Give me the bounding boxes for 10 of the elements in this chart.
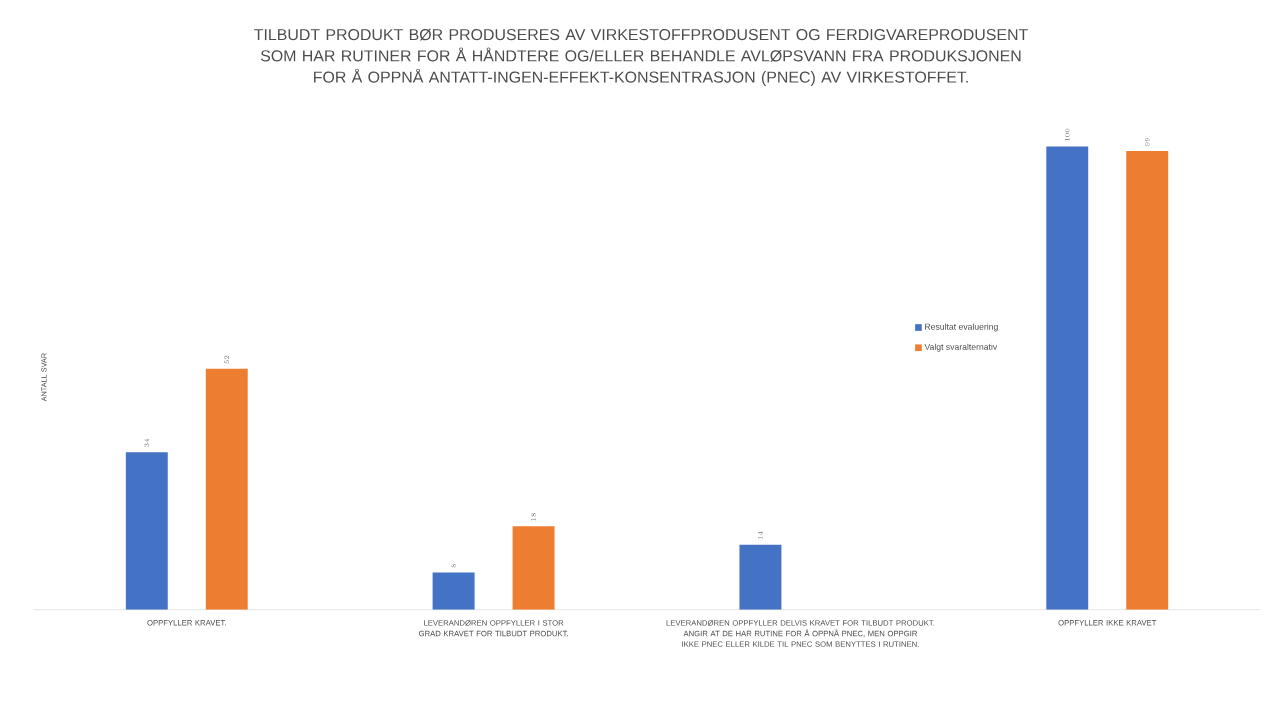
bar: [432, 572, 475, 610]
bar: [739, 544, 782, 610]
chart-title: TILBUDT PRODUKT BØR PRODUSERES AV VIRKESTOFFPRODUSENT OG FERDIGVAREPRODUSENT SOM HAR RUTINER FOR Å HÅNDTERE OG/ELLER BEHANDLE AVLØPSVANN FRA PRODUKSJONEN FOR Å OPPNÅ ANTATT-INGEN-EFFEKT-KONSENTRASJON (PNEC) AV VIRKESTOFFET.: [254, 28, 1028, 86]
bar: [1126, 150, 1169, 610]
bar: [1046, 146, 1089, 610]
legend-label: Valgt svaralternativ: [924, 343, 998, 352]
bar: [512, 526, 555, 610]
bar: [205, 368, 248, 610]
bar: [125, 452, 168, 610]
legend-label: Resultat evaluering: [925, 323, 998, 332]
